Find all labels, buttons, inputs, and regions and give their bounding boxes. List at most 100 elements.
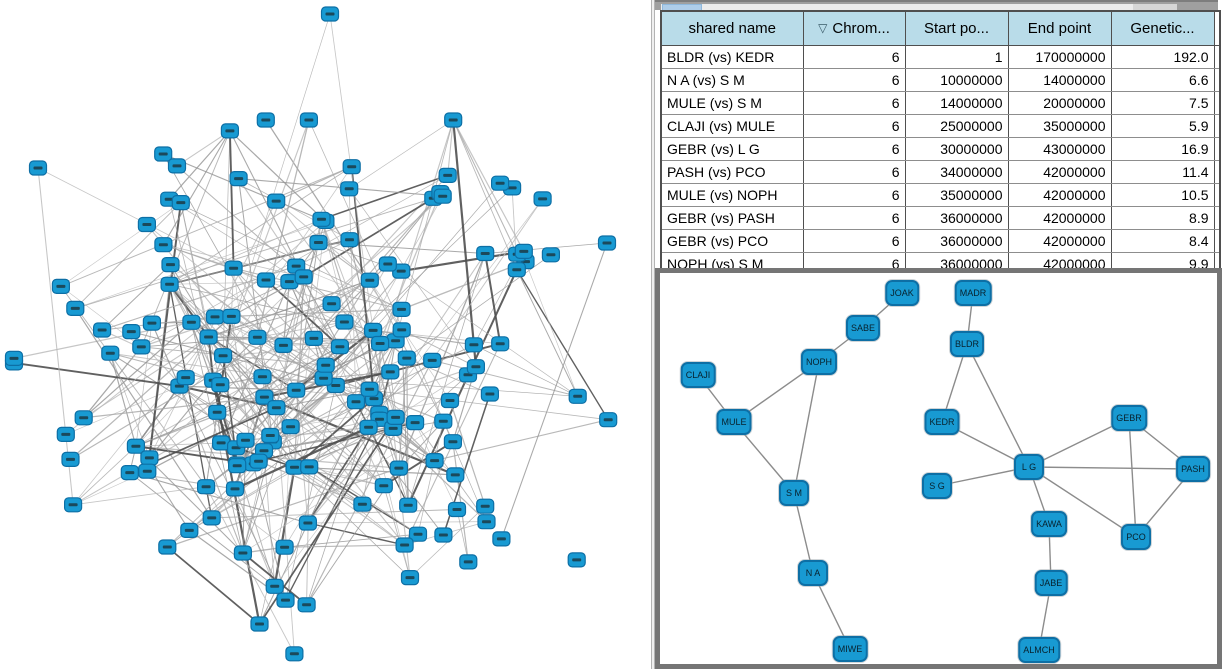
table-cell[interactable]: 6	[802, 206, 906, 230]
overview-edge[interactable]	[294, 466, 405, 546]
overview-node[interactable]	[353, 496, 372, 512]
overview-edge[interactable]	[228, 130, 235, 269]
overview-node[interactable]	[222, 308, 241, 324]
overview-node[interactable]	[233, 545, 252, 561]
overview-edge[interactable]	[83, 396, 265, 419]
overview-edge[interactable]	[258, 460, 363, 505]
column-header-4[interactable]: Genetic...	[1110, 10, 1215, 46]
overview-node[interactable]	[322, 296, 341, 312]
overview-edge[interactable]	[270, 435, 419, 535]
overview-edge[interactable]	[325, 187, 513, 366]
table-cell[interactable]: 36000000	[904, 229, 1009, 253]
overview-node[interactable]	[276, 592, 295, 608]
overview-edge[interactable]	[452, 119, 477, 367]
network-node-SABE[interactable]: SABE	[845, 315, 881, 341]
overview-edge[interactable]	[74, 202, 182, 309]
overview-edge[interactable]	[135, 411, 218, 447]
overview-node[interactable]	[533, 191, 552, 207]
table-cell[interactable]: 6	[802, 45, 906, 69]
overview-node[interactable]	[171, 195, 190, 211]
overview-edge[interactable]	[141, 346, 326, 366]
overview-edge[interactable]	[452, 119, 518, 255]
overview-edge[interactable]	[308, 119, 454, 442]
table-cell[interactable]: 16.9	[1110, 137, 1215, 161]
overview-edge[interactable]	[309, 466, 384, 487]
overview-edge[interactable]	[275, 166, 352, 202]
overview-node[interactable]	[74, 410, 93, 426]
table-cell[interactable]: 14000000	[904, 91, 1009, 115]
panel-splitter[interactable]	[651, 0, 655, 669]
overview-node[interactable]	[142, 315, 161, 331]
overview-node[interactable]	[507, 262, 526, 278]
overview-node[interactable]	[340, 232, 359, 248]
overview-edge[interactable]	[256, 119, 310, 338]
overview-edge[interactable]	[179, 385, 297, 391]
table-cell[interactable]: MULE (vs) NOPH	[660, 183, 804, 207]
overview-edge[interactable]	[222, 13, 331, 356]
overview-node[interactable]	[360, 272, 379, 288]
network-node-CLAJI[interactable]: CLAJI	[680, 362, 716, 388]
overview-node[interactable]	[389, 460, 408, 476]
overview-node[interactable]	[438, 167, 457, 183]
edge-NOPH-S M[interactable]	[793, 361, 820, 494]
table-cell[interactable]: 6	[802, 183, 906, 207]
overview-node[interactable]	[224, 260, 243, 276]
overview-node[interactable]	[161, 257, 180, 273]
overview-node[interactable]	[378, 256, 397, 272]
overview-node[interactable]	[255, 389, 274, 405]
overview-node[interactable]	[160, 276, 179, 292]
overview-node[interactable]	[287, 382, 306, 398]
overview-node[interactable]	[434, 413, 453, 429]
overview-node[interactable]	[126, 438, 146, 454]
overview-node[interactable]	[312, 211, 331, 227]
overview-edge[interactable]	[369, 280, 451, 401]
overview-edge[interactable]	[401, 250, 524, 273]
overview-edge[interactable]	[238, 178, 297, 267]
table-cell[interactable]: 6	[802, 137, 906, 161]
overview-edge[interactable]	[219, 384, 295, 468]
overview-edge[interactable]	[473, 344, 578, 397]
overview-edge[interactable]	[148, 202, 182, 459]
overview-node[interactable]	[314, 370, 333, 386]
overview-edge[interactable]	[242, 420, 444, 554]
table-cell[interactable]: 1	[904, 45, 1009, 69]
table-horizontal-scrollbar[interactable]	[655, 0, 1218, 11]
table-cell[interactable]: BLDR (vs) KEDR	[660, 45, 804, 69]
overview-edge[interactable]	[452, 119, 525, 252]
overview-edge[interactable]	[398, 253, 486, 469]
overview-node[interactable]	[541, 247, 561, 263]
overview-edge[interactable]	[452, 441, 469, 562]
overview-node[interactable]	[392, 322, 411, 338]
table-cell[interactable]: PASH (vs) PCO	[660, 160, 804, 184]
overview-node[interactable]	[381, 364, 400, 380]
overview-node[interactable]	[340, 181, 359, 197]
overview-edge[interactable]	[379, 418, 487, 523]
table-cell[interactable]: 25000000	[904, 114, 1009, 138]
table-cell[interactable]: 7.5	[1110, 91, 1215, 115]
edge-BLDR-L G[interactable]	[966, 343, 1030, 468]
table-cell[interactable]: 6	[802, 114, 906, 138]
overview-node[interactable]	[202, 510, 221, 526]
overview-edge[interactable]	[272, 441, 405, 546]
overview-edge[interactable]	[135, 442, 222, 447]
table-row[interactable]: N A (vs) S M 6 10000000 14000000 6.6	[660, 68, 1221, 92]
overview-node[interactable]	[197, 479, 216, 495]
overview-edge[interactable]	[83, 321, 192, 419]
overview-edge[interactable]	[431, 198, 543, 361]
table-cell[interactable]: 10000000	[904, 68, 1009, 92]
network-node-JABE[interactable]: JABE	[1034, 570, 1068, 596]
network-node-PASH[interactable]: PASH	[1176, 456, 1210, 482]
table-row[interactable]: GEBR (vs) PCO 6 36000000 42000000 8.4	[660, 229, 1221, 253]
network-node-KAWA[interactable]: KAWA	[1031, 511, 1067, 537]
overview-node[interactable]	[61, 451, 80, 467]
overview-node[interactable]	[425, 453, 444, 469]
overview-node[interactable]	[299, 112, 318, 128]
overview-node[interactable]	[440, 392, 460, 409]
network-node-S G[interactable]: S G	[922, 473, 952, 499]
overview-edge[interactable]	[75, 221, 326, 309]
overview-edge[interactable]	[72, 336, 209, 506]
overview-node[interactable]	[225, 481, 245, 497]
overview-edge[interactable]	[233, 267, 327, 366]
overview-edge[interactable]	[74, 308, 213, 519]
overview-node[interactable]	[443, 434, 462, 450]
